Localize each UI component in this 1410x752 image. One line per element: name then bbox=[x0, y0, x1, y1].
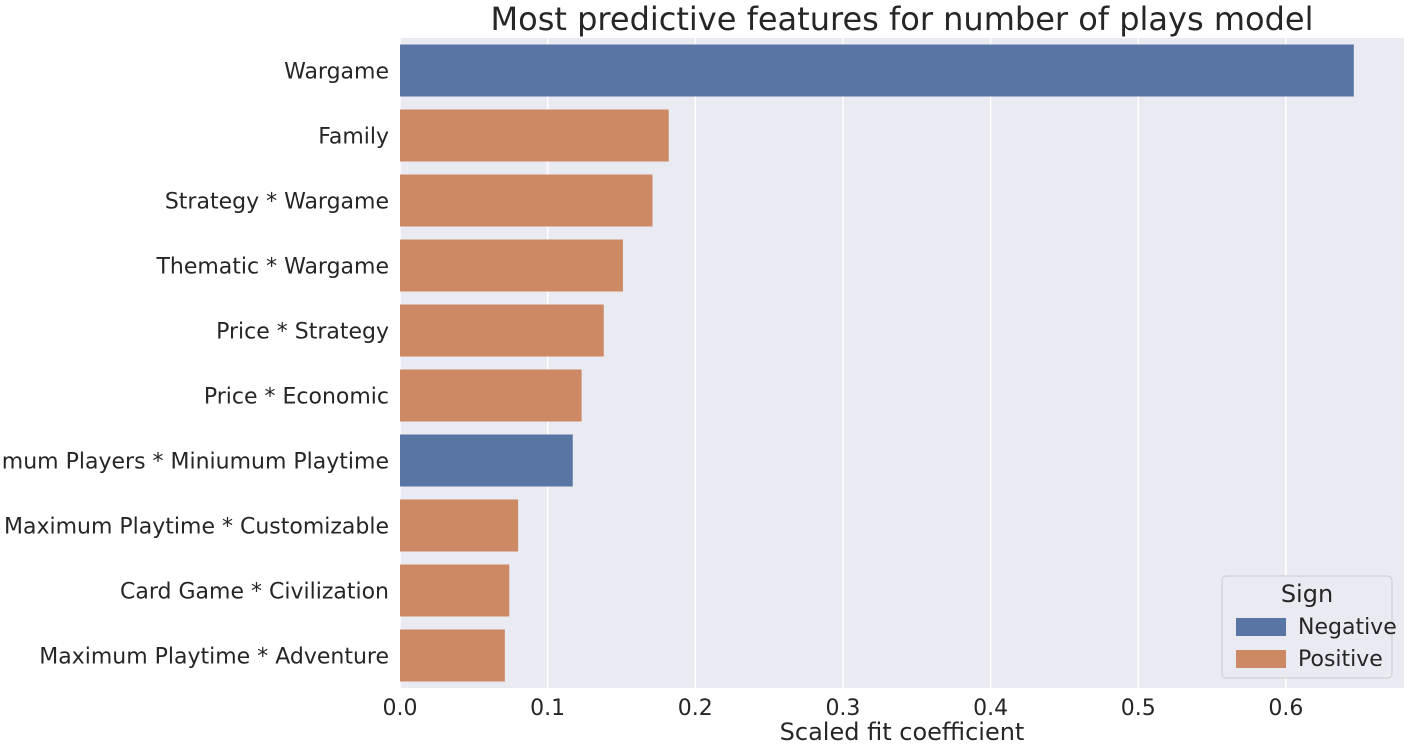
category-label: Strategy * Wargame bbox=[165, 190, 389, 215]
x-tick-labels: 0.0 0.1 0.2 0.3 0.4 0.5 0.6 bbox=[383, 696, 1304, 721]
category-label: Family bbox=[318, 125, 389, 150]
chart-title: Most predictive features for number of p… bbox=[491, 0, 1314, 38]
bar bbox=[400, 564, 510, 617]
bar bbox=[400, 239, 623, 292]
legend-title: Sign bbox=[1281, 580, 1333, 608]
category-label: Price * Strategy bbox=[216, 320, 389, 345]
bar bbox=[400, 434, 573, 487]
category-label: Minimum Players * Miniumum Playtime bbox=[0, 450, 389, 475]
category-label: Wargame bbox=[284, 60, 389, 85]
category-label: Card Game * Civilization bbox=[120, 580, 389, 605]
bar bbox=[400, 369, 582, 422]
legend-label: Negative bbox=[1298, 615, 1397, 640]
bar bbox=[400, 304, 604, 357]
bar bbox=[400, 499, 519, 552]
category-label: Thematic * Wargame bbox=[155, 255, 389, 280]
bar bbox=[400, 174, 653, 227]
bar bbox=[400, 629, 505, 682]
x-tick-label: 0.1 bbox=[530, 696, 565, 721]
legend-label: Positive bbox=[1298, 647, 1383, 672]
bar bbox=[400, 109, 669, 162]
bars bbox=[400, 44, 1354, 682]
x-tick-label: 0.6 bbox=[1268, 696, 1303, 721]
category-label: Price * Economic bbox=[204, 385, 389, 410]
x-tick-label: 0.0 bbox=[383, 696, 418, 721]
x-tick-label: 0.3 bbox=[825, 696, 860, 721]
x-axis-title: Scaled fit coefficient bbox=[780, 718, 1025, 746]
x-tick-label: 0.4 bbox=[973, 696, 1008, 721]
category-label: Maximum Playtime * Adventure bbox=[39, 645, 389, 670]
legend-swatch bbox=[1236, 650, 1286, 668]
x-tick-label: 0.2 bbox=[678, 696, 713, 721]
category-labels: Wargame Family Strategy * Wargame Thematic … bbox=[0, 60, 389, 670]
category-label: Maximum Playtime * Customizable bbox=[4, 515, 389, 540]
legend: Sign Negative Positive bbox=[1221, 575, 1397, 679]
x-tick-label: 0.5 bbox=[1121, 696, 1156, 721]
bar bbox=[400, 44, 1354, 97]
legend-swatch bbox=[1236, 618, 1286, 636]
